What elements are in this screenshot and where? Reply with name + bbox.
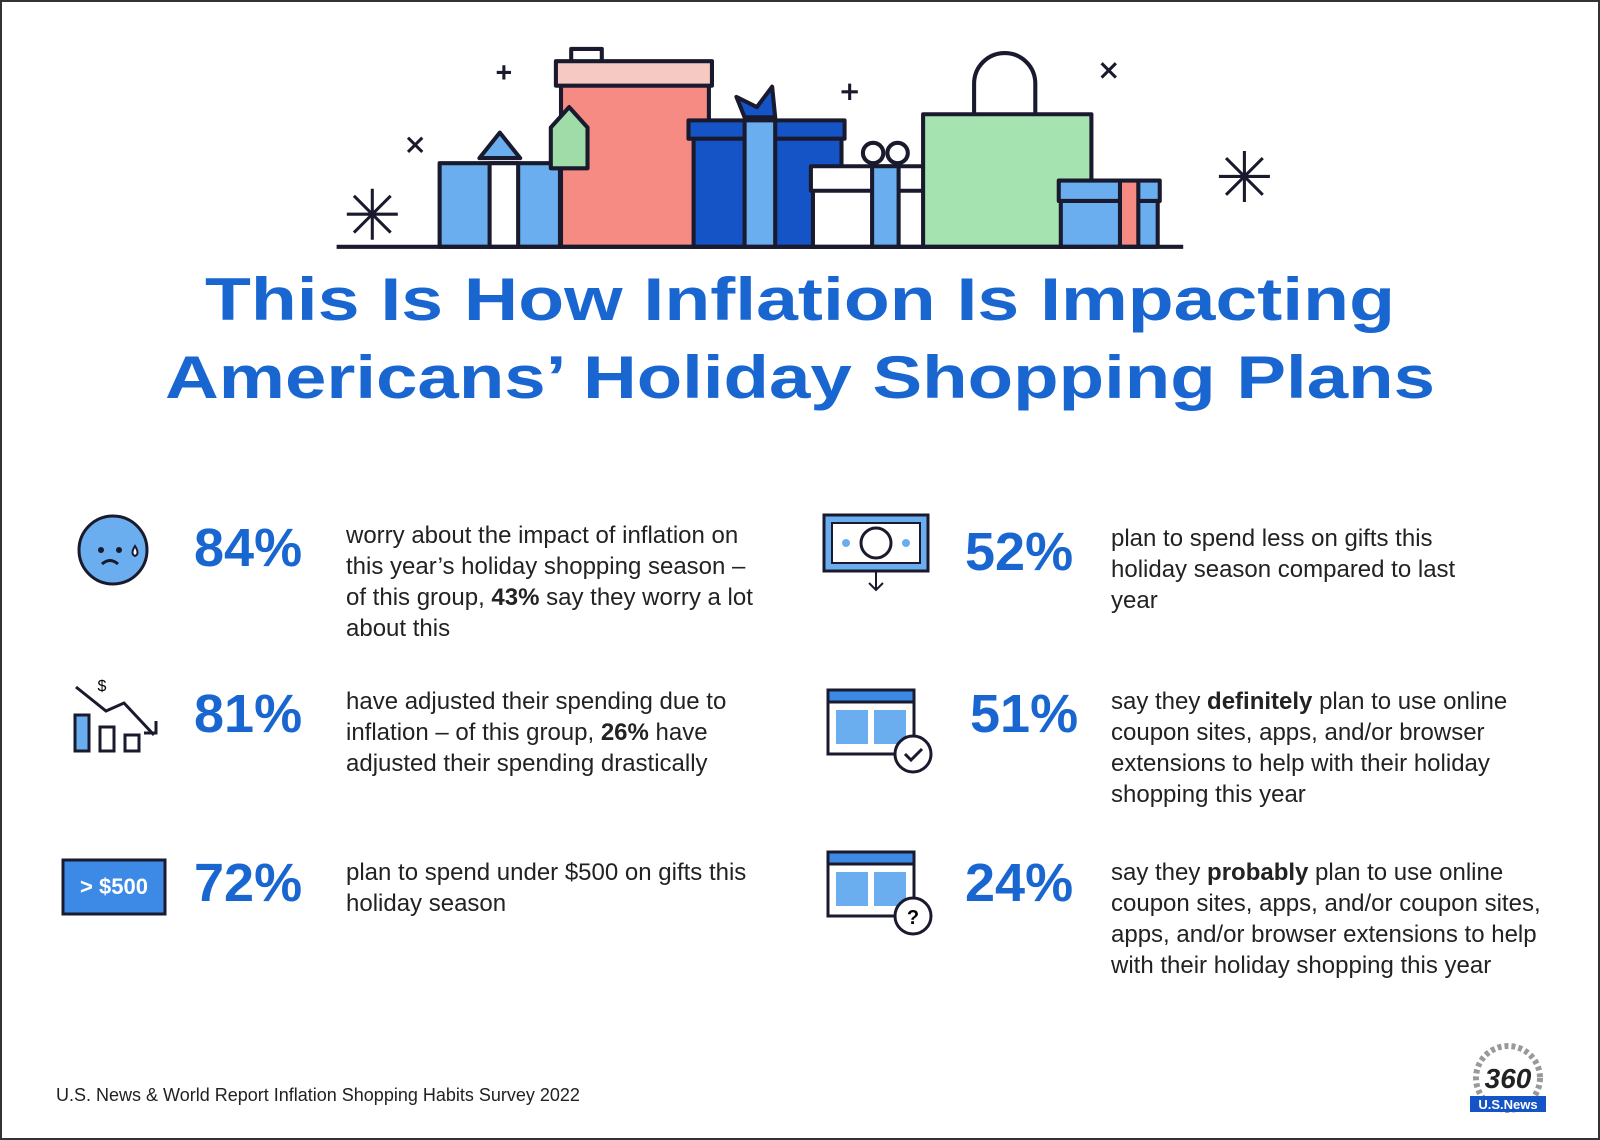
- icon-label: $: [98, 678, 107, 695]
- icon-label: ?: [907, 907, 919, 929]
- stat-percent: 81%: [194, 684, 303, 744]
- stat-description: worry about the impact of inflation on t…: [346, 520, 756, 644]
- text: plan to spend under $500 on gifts this h…: [346, 859, 747, 917]
- browser-check-icon: [826, 688, 933, 774]
- stat-percent: 72%: [194, 853, 303, 913]
- stat-description: say they probably plan to use online cou…: [1111, 857, 1541, 981]
- logo-brand: U.S.News: [1478, 1097, 1537, 1112]
- icon-label: > $500: [80, 874, 148, 899]
- stat-percent: 24%: [965, 853, 1074, 913]
- worried-face-icon: [77, 514, 149, 586]
- gifts-illustration: [336, 46, 1270, 249]
- title-line: This Is How Inflation Is Impacting: [205, 266, 1395, 333]
- text: have adjusted their spending drastically: [346, 719, 708, 777]
- logo: 360 U.S.News: [1470, 1043, 1546, 1113]
- money-icon: [822, 513, 930, 592]
- stat-description: plan to spend less on gifts this holiday…: [1111, 523, 1491, 616]
- price-tag-icon: > $500: [61, 858, 167, 916]
- stat-percent: 84%: [194, 518, 303, 578]
- text: say they: [1111, 859, 1208, 886]
- logo-number: 360: [1485, 1063, 1532, 1094]
- text: say they: [1111, 688, 1208, 715]
- text: plan to use online coupon sites, apps, a…: [1111, 688, 1508, 808]
- emphasis: 43%: [491, 584, 540, 611]
- stat-percent: 52%: [965, 522, 1074, 582]
- stat-description: plan to spend under $500 on gifts this h…: [346, 857, 756, 919]
- title-line: Americans’ Holiday Shopping Plans: [165, 344, 1435, 411]
- stat-percent: 51%: [970, 684, 1079, 744]
- text: plan to use online coupon sites, apps, a…: [1111, 859, 1541, 979]
- title: This Is How Inflation Is Impacting Ameri…: [165, 266, 1435, 411]
- text: have adjusted their spending due to infl…: [346, 688, 727, 746]
- spending-down-icon: $: [73, 678, 158, 753]
- emphasis: definitely: [1207, 688, 1313, 715]
- emphasis: 26%: [600, 719, 649, 746]
- stat-description: say they definitely plan to use online c…: [1111, 686, 1531, 810]
- browser-question-icon: ?: [826, 850, 933, 936]
- text: say they worry a lot about this: [346, 584, 753, 642]
- emphasis: probably: [1207, 859, 1309, 886]
- text: worry about the impact of inflation on t…: [346, 522, 746, 611]
- text: plan to spend less on gifts this holiday…: [1111, 525, 1456, 614]
- stat-description: have adjusted their spending due to infl…: [346, 686, 746, 779]
- source: U.S. News & World Report Inflation Shopp…: [56, 1085, 580, 1105]
